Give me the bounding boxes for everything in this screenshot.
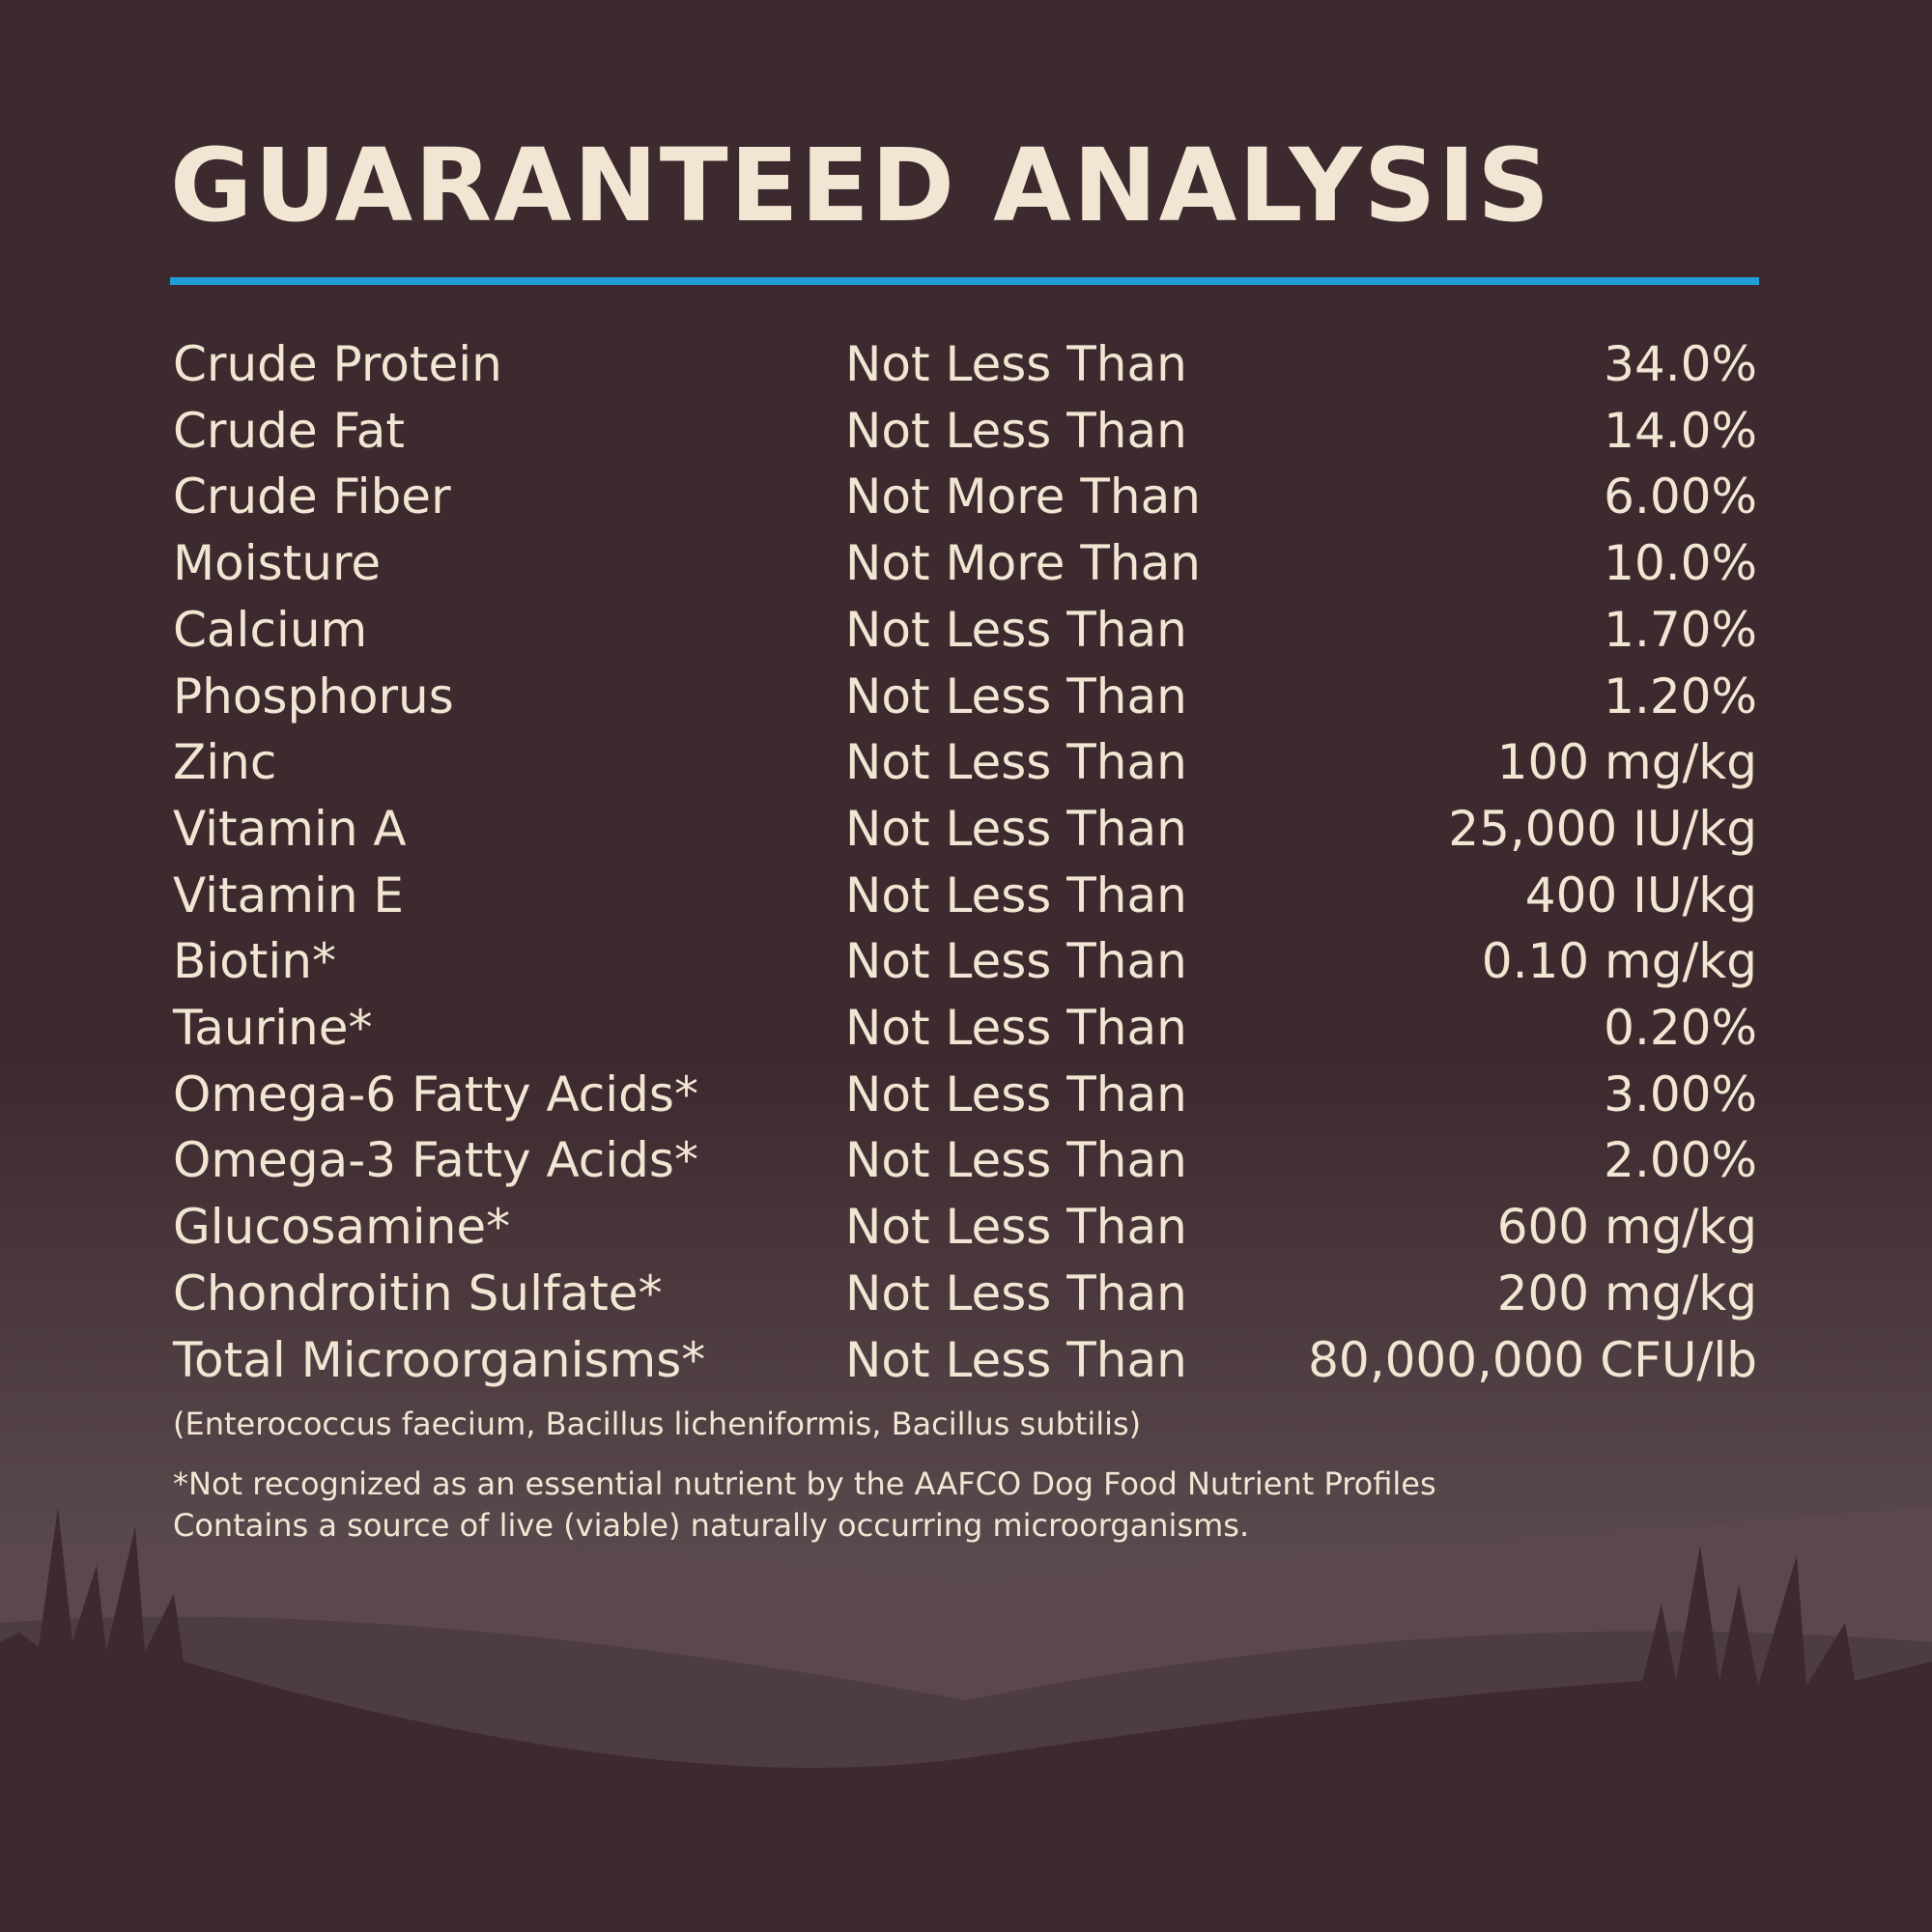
table-row: Biotin* Not Less Than 0.10 mg/kg [173, 928, 1757, 994]
amount: 600 mg/kg [1496, 1199, 1757, 1256]
table-row: Crude Fiber Not More Than 6.00% [173, 464, 1757, 529]
qualifier: Not Less Than [845, 867, 1187, 923]
qualifier: Not Less Than [845, 1331, 1187, 1388]
table-row: Taurine* Not Less Than 0.20% [173, 995, 1757, 1061]
qualifier: Not Less Than [845, 1132, 1187, 1189]
nutrient: Crude Protein [173, 336, 502, 392]
nutrient: Zinc [173, 734, 277, 791]
table-row: Total Microorganisms* Not Less Than 80,000… [173, 1327, 1757, 1393]
nutrient: Vitamin A [173, 800, 407, 857]
nutrient: Crude Fat [173, 402, 405, 459]
nutrient: Calcium [173, 601, 368, 658]
qualifier: Not Less Than [845, 933, 1187, 990]
table-row: Crude Protein Not Less Than 34.0% [173, 331, 1757, 397]
qualifier: Not Less Than [845, 1264, 1187, 1321]
statement: Contains a source of live (viable) natur… [173, 1507, 1250, 1544]
nutrient: Chondroitin Sulfate* [173, 1264, 663, 1321]
amount: 80,000,000 CFU/lb [1308, 1331, 1757, 1388]
nutrient: Crude Fiber [173, 469, 451, 526]
qualifier: Not Less Than [845, 800, 1187, 857]
qualifier: Not Less Than [845, 1065, 1187, 1122]
nutrient: Moisture [173, 535, 382, 592]
title: GUARANTEED ANALYSIS [170, 127, 1552, 244]
amount: 10.0% [1604, 535, 1757, 592]
amount: 0.10 mg/kg [1481, 933, 1757, 990]
species-note: (Enterococcus faecium, Bacillus lichenif… [173, 1406, 1142, 1442]
amount: 1.20% [1604, 668, 1757, 724]
nutrient: Taurine* [173, 1000, 373, 1056]
table-row: Vitamin A Not Less Than 25,000 IU/kg [173, 796, 1757, 862]
qualifier: Not Less Than [845, 668, 1187, 724]
qualifier: Not Less Than [845, 734, 1187, 791]
table-row: Omega-3 Fatty Acids* Not Less Than 2.00% [173, 1127, 1757, 1193]
table-row: Vitamin E Not Less Than 400 IU/kg [173, 863, 1757, 928]
table-row: Zinc Not Less Than 100 mg/kg [173, 729, 1757, 795]
amount: 400 IU/kg [1524, 867, 1757, 923]
nutrient: Phosphorus [173, 668, 454, 724]
nutrient: Omega-6 Fatty Acids* [173, 1065, 698, 1122]
amount: 100 mg/kg [1496, 734, 1757, 791]
amount: 2.00% [1604, 1132, 1757, 1189]
qualifier: Not More Than [845, 535, 1201, 592]
nutrient: Glucosamine* [173, 1199, 511, 1256]
amount: 3.00% [1604, 1065, 1757, 1122]
nutrient: Total Microorganisms* [173, 1331, 706, 1388]
qualifier: Not More Than [845, 469, 1201, 526]
qualifier: Not Less Than [845, 601, 1187, 658]
amount: 0.20% [1604, 1000, 1757, 1056]
table-row: Phosphorus Not Less Than 1.20% [173, 664, 1757, 729]
table-row: Crude Fat Not Less Than 14.0% [173, 398, 1757, 464]
table-row: Omega-6 Fatty Acids* Not Less Than 3.00% [173, 1062, 1757, 1127]
table-row: Moisture Not More Than 10.0% [173, 530, 1757, 596]
footnote: *Not recognized as an essential nutrient… [173, 1465, 1436, 1502]
title-rule [170, 277, 1759, 285]
amount: 1.70% [1604, 601, 1757, 658]
nutrient: Vitamin E [173, 867, 405, 923]
qualifier: Not Less Than [845, 1199, 1187, 1256]
amount: 200 mg/kg [1496, 1264, 1757, 1321]
nutrient: Omega-3 Fatty Acids* [173, 1132, 698, 1189]
amount: 34.0% [1604, 336, 1757, 392]
amount: 6.00% [1604, 469, 1757, 526]
qualifier: Not Less Than [845, 402, 1187, 459]
table-row: Calcium Not Less Than 1.70% [173, 597, 1757, 663]
table-row: Glucosamine* Not Less Than 600 mg/kg [173, 1194, 1757, 1260]
nutrient: Biotin* [173, 933, 336, 990]
qualifier: Not Less Than [845, 1000, 1187, 1056]
amount: 14.0% [1604, 402, 1757, 459]
amount: 25,000 IU/kg [1448, 800, 1757, 857]
qualifier: Not Less Than [845, 336, 1187, 392]
table-row: Chondroitin Sulfate* Not Less Than 200 mg/… [173, 1261, 1757, 1326]
